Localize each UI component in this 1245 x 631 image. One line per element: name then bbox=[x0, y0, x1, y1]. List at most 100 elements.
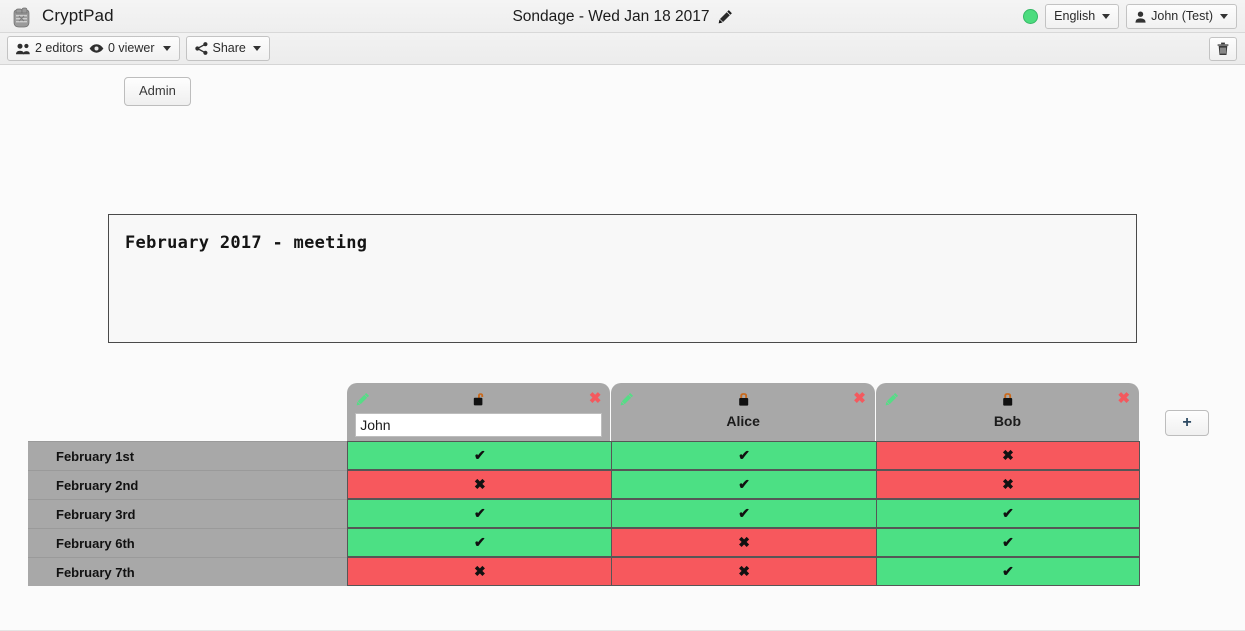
pencil-icon[interactable] bbox=[356, 392, 370, 406]
poll-row-label: February 1st bbox=[28, 441, 348, 470]
share-label: Share bbox=[212, 41, 246, 56]
user-menu[interactable]: John (Test) bbox=[1126, 4, 1237, 29]
poll-row-spacer bbox=[1140, 470, 1245, 499]
cross-icon: ✖ bbox=[473, 563, 486, 579]
poll-row-label: February 7th bbox=[28, 557, 348, 586]
poll-column-header: ✖ Bob bbox=[875, 383, 1140, 441]
poll-row-label: February 3rd bbox=[28, 499, 348, 528]
trash-icon bbox=[1217, 42, 1229, 55]
poll-table-head: ✖ bbox=[28, 383, 1245, 441]
poll-table-wrapper: ✖ bbox=[28, 383, 1245, 586]
share-icon bbox=[194, 42, 207, 55]
language-label: English bbox=[1054, 9, 1096, 24]
admin-row: Admin bbox=[0, 65, 1245, 106]
eye-icon bbox=[89, 44, 104, 53]
cross-icon: ✖ bbox=[1002, 476, 1014, 492]
table-row: February 1st ✔ ✔ ✖ bbox=[28, 441, 1245, 470]
pencil-icon[interactable] bbox=[620, 392, 634, 406]
poll-row-label: February 2nd bbox=[28, 470, 348, 499]
check-icon: ✔ bbox=[738, 476, 750, 492]
poll-vote-cell[interactable]: ✖ bbox=[347, 470, 612, 499]
delete-pad-button[interactable] bbox=[1209, 37, 1237, 61]
poll-column-header-inner: ✖ Alice bbox=[611, 383, 875, 441]
chevron-down-icon bbox=[1102, 14, 1111, 19]
poll-column-header-inner: ✖ Bob bbox=[875, 383, 1140, 441]
viewers-group: 0 viewer bbox=[89, 40, 155, 56]
poll-table-body: February 1st ✔ ✔ ✖ February 2nd ✖ ✔ ✖ Fe… bbox=[28, 441, 1245, 586]
chevron-down-icon bbox=[1220, 14, 1228, 19]
plus-icon: + bbox=[1182, 414, 1192, 431]
chevron-down-icon bbox=[252, 46, 261, 51]
poll-vote-cell[interactable]: ✔ bbox=[875, 499, 1141, 528]
check-icon: ✔ bbox=[473, 447, 486, 463]
table-row: February 7th ✖ ✖ ✔ bbox=[28, 557, 1245, 586]
share-button[interactable]: Share bbox=[185, 36, 270, 61]
poll-header-row: ✖ bbox=[28, 383, 1245, 441]
poll-add-column-cell: + bbox=[1140, 383, 1245, 441]
poll-column-header-icons: ✖ bbox=[876, 383, 1139, 409]
pencil-icon[interactable] bbox=[718, 9, 733, 24]
cross-icon: ✖ bbox=[738, 534, 750, 550]
page-body: Admin February 2017 - meeting bbox=[0, 65, 1245, 631]
pencil-icon[interactable] bbox=[885, 392, 899, 406]
check-icon: ✔ bbox=[1002, 505, 1014, 521]
remove-x-icon[interactable]: ✖ bbox=[853, 390, 866, 407]
check-icon: ✔ bbox=[473, 534, 486, 550]
brand-name: CryptPad bbox=[42, 6, 114, 25]
cross-icon: ✖ bbox=[738, 563, 750, 579]
page-title: Sondage - Wed Jan 18 2017 bbox=[512, 7, 710, 25]
check-icon: ✔ bbox=[738, 447, 750, 463]
poll-vote-cell[interactable]: ✔ bbox=[347, 528, 612, 557]
chevron-down-icon bbox=[162, 46, 171, 51]
top-bar: CryptPad Sondage - Wed Jan 18 2017 Engli… bbox=[0, 0, 1245, 33]
check-icon: ✔ bbox=[473, 505, 486, 521]
poll-vote-cell[interactable]: ✔ bbox=[875, 528, 1141, 557]
poll-vote-cell[interactable]: ✖ bbox=[875, 441, 1141, 470]
poll-vote-cell[interactable]: ✔ bbox=[611, 470, 876, 499]
poll-description-textarea[interactable]: February 2017 - meeting bbox=[108, 214, 1137, 343]
admin-button[interactable]: Admin bbox=[124, 77, 191, 106]
secondary-toolbar: 2 editors 0 viewer Share bbox=[0, 33, 1245, 65]
viewers-count-label: 0 viewer bbox=[107, 41, 155, 56]
poll-column-name: Bob bbox=[993, 413, 1022, 429]
poll-vote-cell[interactable]: ✖ bbox=[347, 557, 612, 586]
poll-vote-cell[interactable]: ✔ bbox=[347, 499, 612, 528]
poll-vote-cell[interactable]: ✔ bbox=[875, 557, 1141, 586]
top-bar-right-controls: English John (Test) bbox=[1023, 0, 1237, 33]
fist-logo-icon bbox=[13, 7, 30, 28]
brand: CryptPad bbox=[0, 3, 114, 29]
user-icon bbox=[1135, 11, 1146, 23]
table-row: February 3rd ✔ ✔ ✔ bbox=[28, 499, 1245, 528]
check-icon: ✔ bbox=[738, 505, 750, 521]
user-label: John (Test) bbox=[1151, 9, 1213, 24]
poll-vote-cell[interactable]: ✖ bbox=[611, 557, 876, 586]
poll-row-spacer bbox=[1140, 528, 1245, 557]
poll-vote-cell[interactable]: ✔ bbox=[611, 441, 876, 470]
poll-column-header-icons: ✖ bbox=[347, 383, 610, 409]
poll-row-spacer bbox=[1140, 441, 1245, 470]
poll-vote-cell[interactable]: ✔ bbox=[347, 441, 612, 470]
user-list-dropdown[interactable]: 2 editors 0 viewer bbox=[7, 36, 180, 61]
cross-icon: ✖ bbox=[1002, 447, 1014, 463]
language-selector[interactable]: English bbox=[1045, 4, 1120, 29]
cross-icon: ✖ bbox=[473, 476, 486, 492]
remove-x-icon[interactable]: ✖ bbox=[1117, 390, 1131, 407]
lock-closed-icon[interactable] bbox=[737, 391, 751, 407]
remove-x-icon[interactable]: ✖ bbox=[588, 390, 602, 407]
unlock-open-icon[interactable] bbox=[473, 391, 487, 407]
users-icon bbox=[16, 43, 30, 54]
poll-column-header: ✖ Alice bbox=[611, 383, 875, 441]
poll-corner-cell bbox=[28, 383, 347, 441]
poll-column-header: ✖ bbox=[347, 383, 611, 441]
secondary-toolbar-left: 2 editors 0 viewer Share bbox=[0, 36, 270, 61]
lock-closed-icon[interactable] bbox=[1001, 391, 1015, 407]
poll-column-name-input[interactable] bbox=[355, 413, 603, 437]
add-column-button[interactable]: + bbox=[1165, 410, 1210, 436]
poll-vote-cell[interactable]: ✖ bbox=[875, 470, 1141, 499]
poll-vote-cell[interactable]: ✔ bbox=[611, 499, 876, 528]
poll-row-spacer bbox=[1140, 557, 1245, 586]
editors-group: 2 editors bbox=[16, 40, 83, 56]
secondary-toolbar-right bbox=[1209, 33, 1237, 65]
poll-vote-cell[interactable]: ✖ bbox=[611, 528, 876, 557]
poll-column-header-inner: ✖ bbox=[347, 383, 611, 441]
